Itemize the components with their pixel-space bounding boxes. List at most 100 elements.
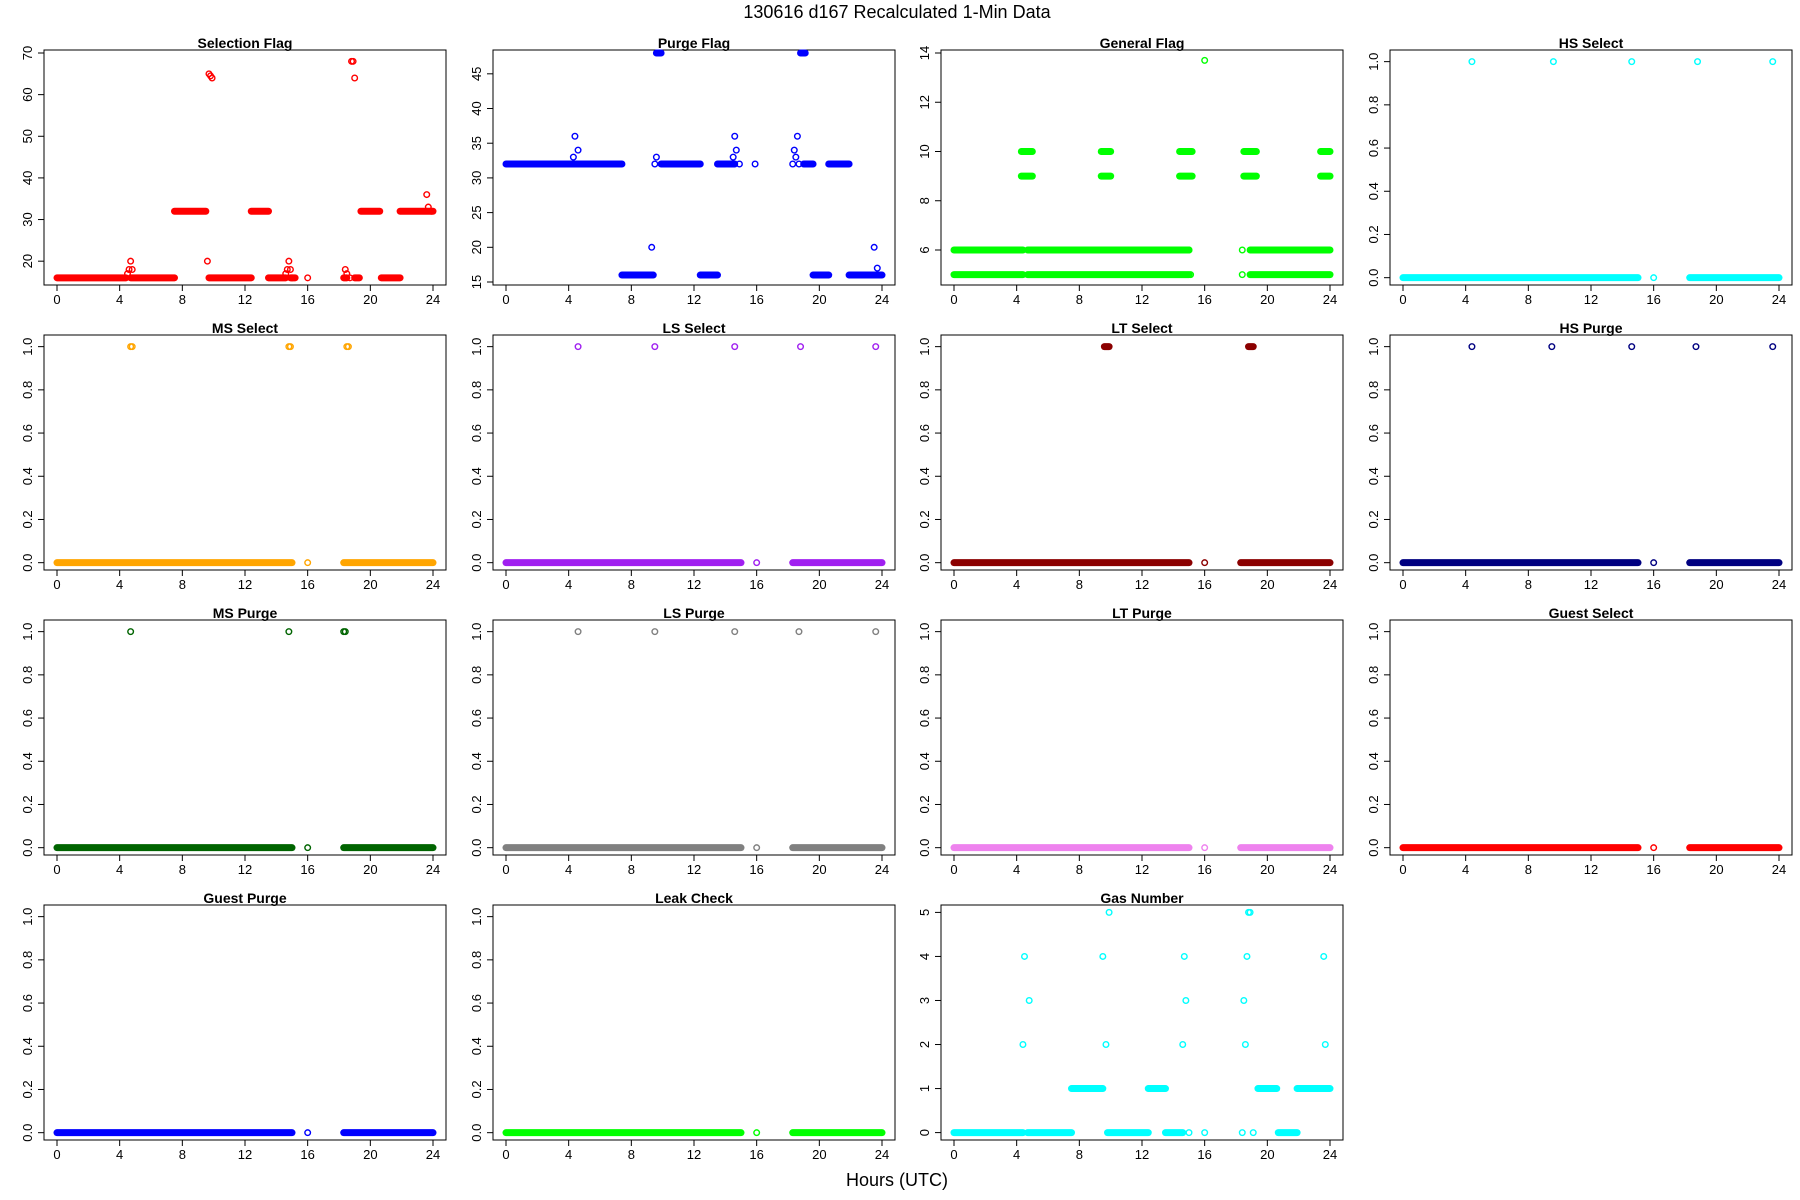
- data-point: [285, 628, 293, 636]
- y-tick-label: 0.8: [469, 951, 484, 969]
- x-tick-label: 16: [1646, 292, 1660, 307]
- panel-hs-select: HS Select 0 4 8 12 16 20 24 0.0 0.2 0.4 0.6 0.8 1.0: [1366, 35, 1793, 307]
- x-tick-label: 0: [1399, 577, 1406, 592]
- y-tick-label: 0.4: [1366, 752, 1381, 770]
- y-tick-label: 0.0: [1366, 839, 1381, 857]
- x-tick-label: 20: [1260, 292, 1274, 307]
- data-point: [571, 132, 579, 140]
- x-tick-label: 8: [179, 577, 186, 592]
- y-tick-label: 40: [20, 171, 35, 185]
- x-tick-label: 0: [502, 292, 509, 307]
- data-point: [574, 343, 582, 351]
- data-point: [283, 266, 291, 274]
- x-tick-label: 4: [116, 577, 123, 592]
- y-tick-label: 0.8: [917, 666, 932, 684]
- x-tick-label: 24: [1323, 577, 1337, 592]
- data-point: [795, 160, 803, 168]
- data-point: [1102, 1041, 1110, 1049]
- x-tick-label: 16: [749, 292, 763, 307]
- y-tick-label: 0.2: [917, 510, 932, 528]
- data-point: [1240, 996, 1248, 1004]
- data-point: [1650, 844, 1658, 852]
- data-point: [651, 343, 659, 351]
- data-point: [128, 343, 136, 351]
- x-tick-label: 16: [749, 1147, 763, 1162]
- data-point: [872, 628, 880, 636]
- data-point: [1025, 996, 1033, 1004]
- x-tick-label: 8: [1525, 862, 1532, 877]
- x-tick-label: 12: [238, 577, 252, 592]
- data-point: [569, 153, 577, 161]
- x-tick-label: 8: [179, 1147, 186, 1162]
- y-tick-label: 12: [917, 95, 932, 109]
- x-tick-label: 20: [1709, 862, 1723, 877]
- data-point: [1201, 844, 1209, 852]
- y-tick-label: 0.4: [469, 752, 484, 770]
- panel-title: HS Purge: [1559, 320, 1622, 336]
- y-tick-label: 20: [20, 254, 35, 268]
- data-points: [53, 343, 437, 567]
- y-tick-label: 0.8: [1366, 381, 1381, 399]
- y-tick-label: 0.6: [1366, 424, 1381, 442]
- data-point: [1549, 58, 1557, 66]
- data-point: [790, 146, 798, 154]
- y-tick-label: 0.4: [20, 1037, 35, 1055]
- y-tick-label: 0.2: [20, 510, 35, 528]
- y-tick-label: 70: [20, 46, 35, 60]
- x-tick-label: 16: [1646, 577, 1660, 592]
- data-point: [873, 264, 881, 272]
- data-point: [731, 343, 739, 351]
- panel-title: Leak Check: [655, 890, 733, 906]
- data-point: [344, 343, 352, 351]
- x-tick-label: 4: [1013, 1147, 1020, 1162]
- plot-frame: [940, 904, 1344, 1141]
- data-point: [1179, 1041, 1187, 1049]
- y-tick-label: 35: [469, 136, 484, 150]
- y-tick-label: 0.2: [20, 1080, 35, 1098]
- data-point: [128, 266, 136, 274]
- x-tick-label: 8: [628, 292, 635, 307]
- data-points: [502, 49, 886, 279]
- y-tick-label: 0.2: [469, 1080, 484, 1098]
- y-tick-label: 25: [469, 205, 484, 219]
- x-tick-label: 12: [687, 1147, 701, 1162]
- data-point: [286, 343, 294, 351]
- x-tick-label: 12: [1584, 577, 1598, 592]
- y-tick-label: 0.0: [1366, 554, 1381, 572]
- panel-ls-purge: LS Purge 0 4 8 12 16 20 24 0.0 0.2 0.4 0.6 0.8 1.0: [469, 605, 896, 877]
- panel-guest-purge: Guest Purge 0 4 8 12 16 20 24 0.0 0.2 0.4 0.6 0.8 1.0: [20, 890, 447, 1162]
- y-tick-label: 0.2: [469, 795, 484, 813]
- plot-frame: [43, 619, 447, 856]
- y-tick-label: 20: [469, 240, 484, 254]
- data-point: [1185, 1129, 1193, 1137]
- data-point: [1628, 343, 1636, 351]
- y-tick-label: 1.0: [917, 338, 932, 356]
- data-point: [304, 559, 312, 567]
- x-tick-label: 20: [812, 577, 826, 592]
- x-tick-label: 0: [502, 1147, 509, 1162]
- panel-ls-select: LS Select 0 4 8 12 16 20 24 0.0 0.2 0.4 0.6 0.8 1.0: [469, 320, 896, 592]
- x-tick-label: 0: [950, 862, 957, 877]
- y-tick-label: 0.2: [917, 795, 932, 813]
- plot-frame: [940, 334, 1344, 571]
- x-tick-label: 20: [363, 862, 377, 877]
- data-point: [795, 628, 803, 636]
- data-point: [651, 160, 659, 168]
- y-tick-label: 0.4: [469, 467, 484, 485]
- y-tick-label: 0.4: [917, 752, 932, 770]
- panel-guest-select: Guest Select 0 4 8 12 16 20 24 0.0 0.2 0.4 0.6 0.8 1.…: [1366, 605, 1793, 877]
- panel-title: LS Select: [662, 320, 725, 336]
- panel-title: Gas Number: [1100, 890, 1184, 906]
- panel-title: MS Select: [212, 320, 278, 336]
- x-tick-label: 0: [53, 1147, 60, 1162]
- panel-lt-purge: LT Purge 0 4 8 12 16 20 24 0.0 0.2 0.4 0.6 0.8 1.0: [917, 605, 1344, 877]
- y-tick-label: 60: [20, 87, 35, 101]
- x-tick-label: 4: [565, 292, 572, 307]
- x-tick-label: 12: [238, 1147, 252, 1162]
- y-tick-label: 0.0: [20, 554, 35, 572]
- data-point: [1321, 1041, 1329, 1049]
- x-tick-label: 16: [300, 292, 314, 307]
- data-point: [1238, 1129, 1246, 1137]
- data-point: [282, 270, 290, 278]
- x-tick-label: 16: [300, 577, 314, 592]
